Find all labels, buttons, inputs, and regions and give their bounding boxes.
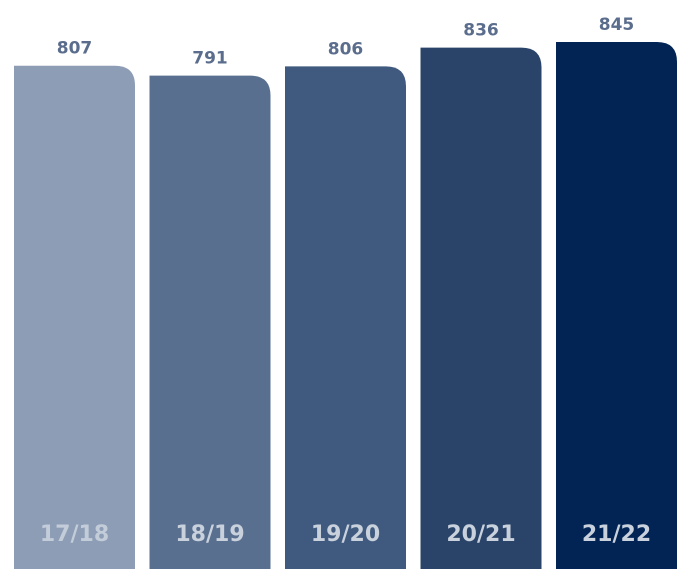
bar <box>149 75 271 569</box>
value-label: 807 <box>57 39 93 59</box>
bar <box>285 66 406 569</box>
category-label: 21/22 <box>582 522 651 547</box>
bar <box>556 42 677 569</box>
bar <box>14 65 135 569</box>
value-label: 791 <box>192 49 228 69</box>
category-label: 20/21 <box>446 522 515 547</box>
category-label: 17/18 <box>40 522 109 547</box>
value-label: 845 <box>599 15 635 35</box>
value-label: 836 <box>463 21 499 41</box>
category-label: 18/19 <box>175 522 244 547</box>
category-label: 19/20 <box>311 522 380 547</box>
value-label: 806 <box>328 39 364 59</box>
bar <box>420 47 542 569</box>
